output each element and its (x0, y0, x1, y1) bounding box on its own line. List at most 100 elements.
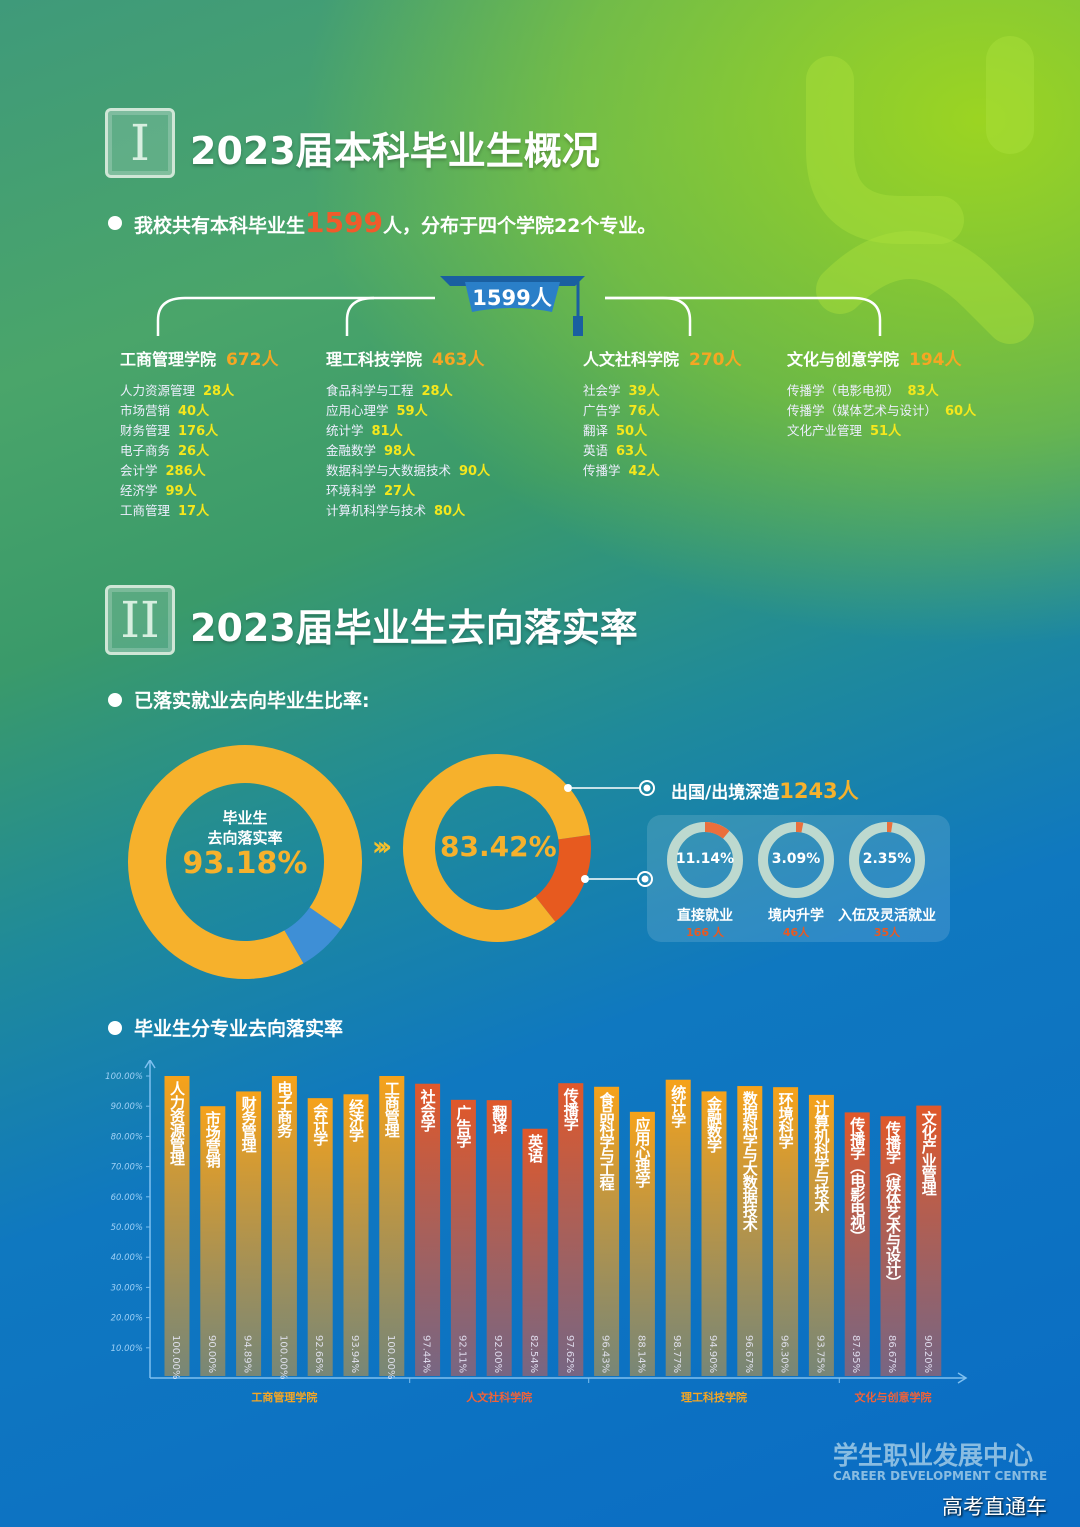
y-tick-label: 90.00% (111, 1102, 143, 1112)
donut2-other-arc (534, 834, 591, 922)
bar-5 (343, 1094, 369, 1376)
college-name: 文化与创意学院 194人 (787, 345, 976, 370)
donut1-value: 93.18% (182, 846, 308, 881)
major-name: 英语 (583, 443, 609, 458)
major-item: 翻译 50人 (583, 420, 742, 440)
bar-value-label: 94.90% (707, 1335, 718, 1373)
major-name: 电子商务 (120, 443, 171, 458)
y-tick-label: 10.00% (111, 1344, 143, 1354)
major-count: 176人 (178, 424, 219, 439)
bar-category-label: 计算机科学与技术 (812, 1099, 831, 1212)
major-count: 98人 (384, 444, 416, 459)
college-title: 人文社科学院 (583, 350, 680, 369)
major-item: 人力资源管理 28人 (120, 380, 279, 400)
donut1-label-line1: 毕业生 (222, 809, 268, 827)
abroad-count: 1243人 (779, 779, 859, 803)
bar-8 (450, 1099, 476, 1376)
bar-value-label: 92.00% (492, 1335, 503, 1373)
bar-14 (665, 1079, 691, 1376)
bar-value-label: 92.66% (313, 1335, 324, 1373)
small-donut-arc (795, 822, 804, 833)
donut1-label: 毕业生 去向落实率 (185, 808, 305, 848)
y-tick-label: 20.00% (111, 1314, 143, 1324)
donut1-label-line2: 去向落实率 (207, 829, 283, 847)
bar-category-label: 应用心理学 (633, 1116, 652, 1187)
major-name: 计算机科学与技术 (326, 503, 427, 518)
major-name: 传播学（电影电视） (787, 383, 900, 398)
bar-category-label: 传播学（电影电视） (848, 1117, 867, 1244)
bar-20 (880, 1116, 906, 1376)
major-item: 数据科学与大数据技术 90人 (326, 460, 490, 480)
major-item: 传播学（电影电视） 83人 (787, 380, 976, 400)
bar-value-label: 100.00% (385, 1335, 396, 1380)
major-item: 市场营销 40人 (120, 400, 279, 420)
bar-value-label: 90.20% (922, 1335, 933, 1373)
intro-text: 我校共有本科毕业生 (134, 215, 306, 237)
bar-18 (808, 1094, 834, 1376)
bar-value-label: 93.94% (349, 1335, 360, 1373)
y-tick-label: 60.00% (111, 1193, 143, 1203)
bullet-icon (108, 692, 122, 707)
bar-value-label: 93.75% (814, 1335, 825, 1373)
major-name: 人力资源管理 (120, 383, 196, 398)
intro-line: 我校共有本科毕业生1599人，分布于四个学院22个专业。 (108, 206, 656, 239)
bar-12 (594, 1086, 620, 1376)
bar-13 (629, 1111, 655, 1376)
donut2-value: 83.42% (440, 830, 557, 863)
connector-dot (581, 875, 589, 883)
bar-category-label: 电子商务 (275, 1081, 294, 1137)
major-name: 传播学 (583, 463, 621, 478)
y-tick-label: 30.00% (111, 1283, 143, 1293)
bar-value-label: 82.54% (528, 1335, 539, 1373)
y-tick-label: 40.00% (111, 1253, 143, 1263)
college-tree-lines (156, 276, 882, 336)
bar-value-label: 94.89% (242, 1335, 253, 1373)
bar-value-label: 97.62% (564, 1335, 575, 1373)
college-name: 工商管理学院 672人 (120, 345, 279, 370)
bar-10 (522, 1128, 548, 1376)
major-name: 环境科学 (326, 483, 377, 498)
small-donut-count: 35人 (873, 926, 901, 939)
y-tick-label: 80.00% (111, 1132, 143, 1142)
major-item: 会计学 286人 (120, 460, 279, 480)
bar-category-label: 食品科学与工程 (597, 1091, 616, 1190)
major-count: 50人 (616, 424, 648, 439)
subheading-text: 毕业生分专业去向落实率 (134, 1018, 344, 1040)
bar-2 (236, 1091, 262, 1376)
major-name: 社会学 (583, 383, 621, 398)
major-item: 文化产业管理 51人 (787, 420, 976, 440)
bar-4 (307, 1098, 333, 1376)
abroad-label: 出国/出境深造1243人 (671, 775, 859, 805)
group-label: 理工科技学院 (681, 1390, 747, 1404)
section-title-1: 2023届本科毕业生概况 (190, 129, 600, 173)
intro-text-end: 人，分布于四个学院22个专业。 (382, 215, 657, 237)
bar-11 (558, 1083, 584, 1376)
bar-category-label: 社会学 (418, 1088, 437, 1131)
watermark: 高考直通车 (942, 1495, 1047, 1519)
major-count: 42人 (628, 464, 660, 479)
abroad-text: 出国/出境深造 (671, 783, 780, 803)
bar-17 (773, 1087, 799, 1376)
major-count: 81人 (371, 424, 403, 439)
org-name-en: CAREER DEVELOPMENT CENTRE (833, 1469, 1048, 1483)
college-name: 理工科技学院 463人 (326, 345, 490, 370)
small-donut-label: 入伍及灵活就业 (838, 908, 936, 924)
small-donut-value: 2.35% (862, 851, 912, 867)
donut1-remainder-arc (283, 906, 341, 964)
major-item: 统计学 81人 (326, 420, 490, 440)
bar-6 (379, 1076, 405, 1376)
major-item: 计算机科学与技术 80人 (326, 500, 490, 520)
college-count: 270人 (689, 350, 742, 370)
bar-category-label: 会计学 (311, 1103, 330, 1146)
small-donut-value: 3.09% (771, 851, 821, 867)
major-count: 76人 (628, 404, 660, 419)
major-count: 28人 (421, 384, 453, 399)
college-count: 672人 (226, 350, 279, 370)
bar-15 (701, 1091, 727, 1376)
bullet-icon (108, 215, 122, 230)
connector-target-icon (637, 871, 653, 887)
bar-category-label: 传播学 (561, 1088, 580, 1131)
bar-value-label: 86.67% (886, 1335, 897, 1373)
major-name: 工商管理 (120, 503, 171, 518)
y-axis-arrow-icon (144, 1060, 156, 1069)
